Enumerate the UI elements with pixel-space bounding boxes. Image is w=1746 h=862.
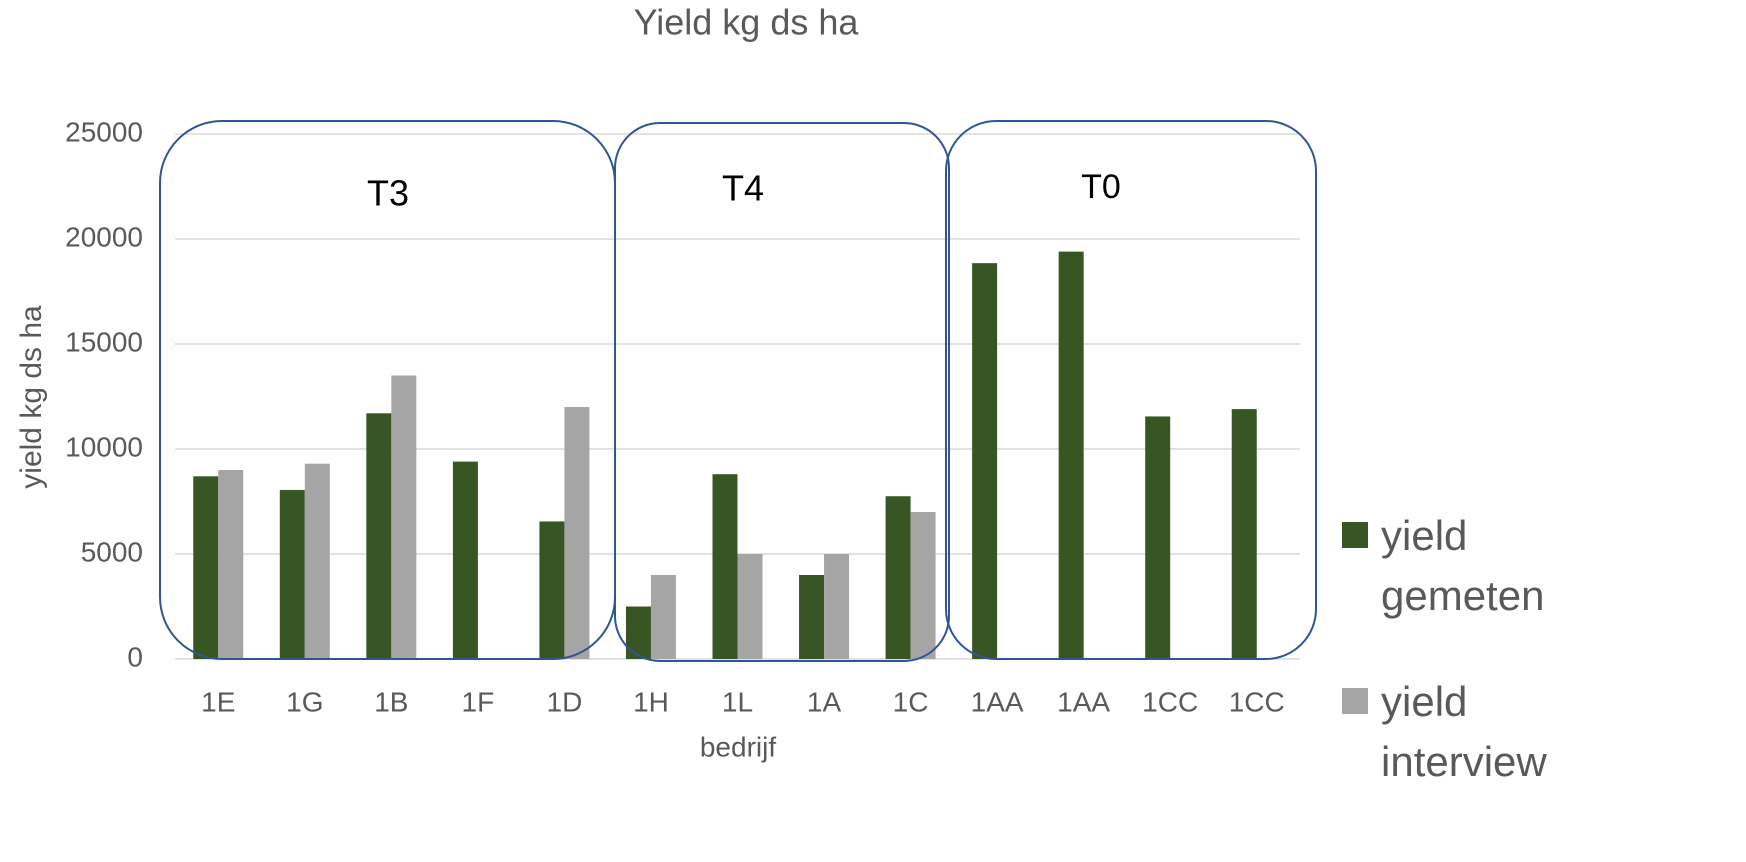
x-tick-label: 1H xyxy=(633,686,669,717)
x-tick-label: 1CC xyxy=(1142,686,1198,717)
bar xyxy=(279,489,305,659)
bar xyxy=(539,521,565,659)
annotation: T4 xyxy=(722,168,764,209)
x-tick-label: 1F xyxy=(462,686,495,717)
y-tick-label: 10000 xyxy=(65,431,143,462)
bar xyxy=(972,263,998,659)
bar xyxy=(712,474,738,659)
legend-key xyxy=(1342,688,1368,714)
annotation: T0 xyxy=(1081,168,1121,206)
bar xyxy=(824,554,850,659)
x-tick-label: 1G xyxy=(286,686,323,717)
group-box xyxy=(945,120,1317,660)
bar xyxy=(1058,251,1084,659)
y-tick-label: 20000 xyxy=(65,221,143,252)
x-tick-label: 1B xyxy=(374,686,408,717)
x-tick-label: 1L xyxy=(722,686,753,717)
bar xyxy=(452,461,478,659)
legend-key xyxy=(1342,522,1368,548)
bar xyxy=(391,375,417,659)
bar xyxy=(910,512,936,659)
bar xyxy=(1145,416,1171,659)
x-tick-label: 1E xyxy=(201,686,235,717)
y-tick-label: 0 xyxy=(127,641,143,672)
bar xyxy=(650,575,676,659)
x-tick-label: 1C xyxy=(893,686,929,717)
y-axis-label: yield kg ds ha xyxy=(15,305,48,489)
group-box xyxy=(614,122,950,662)
group-boxes xyxy=(159,120,1317,662)
x-tick-label: 1CC xyxy=(1229,686,1285,717)
annotation: T3 xyxy=(367,173,409,214)
x-tick-label: 1D xyxy=(547,686,583,717)
bar xyxy=(366,413,392,659)
bar xyxy=(218,470,244,659)
x-axis-label: bedrijf xyxy=(700,731,776,762)
y-tick-label: 15000 xyxy=(65,326,143,357)
y-tick-label: 25000 xyxy=(65,116,143,147)
bar xyxy=(625,606,651,659)
chart-title: Yield kg ds ha xyxy=(634,2,860,43)
x-tick-label: 1AA xyxy=(1057,686,1110,717)
bar xyxy=(304,463,330,659)
bar xyxy=(885,496,911,659)
x-tick-label: 1AA xyxy=(971,686,1024,717)
bar xyxy=(799,575,825,659)
bar xyxy=(564,407,590,659)
legend-text: yield interview xyxy=(1381,678,1547,785)
x-tick-label: 1A xyxy=(807,686,842,717)
y-tick-label: 5000 xyxy=(81,536,143,567)
legend-text: yield gemeten xyxy=(1381,512,1545,619)
bar xyxy=(193,476,219,659)
bar xyxy=(737,554,763,659)
plot: 0 5000 10000 15000 20000 25000 1E 1G 1B 1F 1D 1H 1L 1… xyxy=(65,116,1300,717)
bar xyxy=(1231,409,1257,659)
